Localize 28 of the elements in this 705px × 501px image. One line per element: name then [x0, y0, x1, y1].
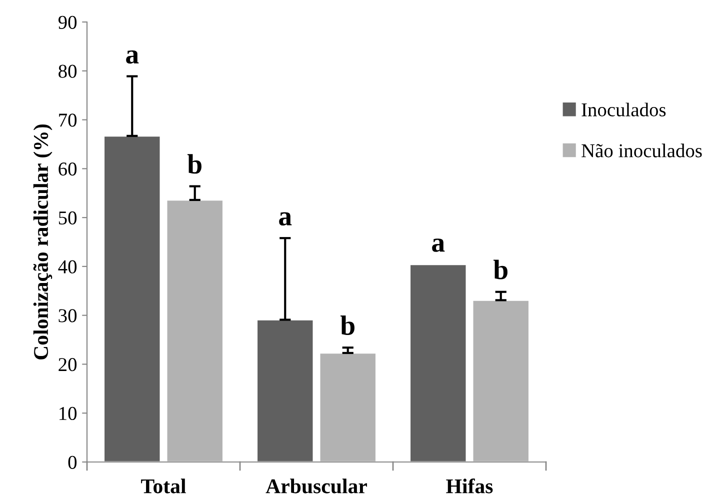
x-tick-label: Total: [141, 478, 186, 494]
bar: [256, 319, 314, 462]
y-tick-label: 30: [58, 309, 77, 322]
annotation: b: [493, 260, 508, 280]
y-tick-label: 50: [58, 211, 77, 224]
bar: [318, 352, 377, 462]
bar: [103, 135, 162, 462]
legend-label: Não inoculados: [582, 144, 702, 158]
y-tick-label: 70: [59, 114, 77, 127]
x-tick-label: Arbuscular: [266, 478, 367, 494]
annotation: b: [340, 315, 354, 336]
annotation: b: [187, 154, 202, 174]
y-tick-label: 20: [58, 358, 77, 372]
y-tick-label: 60: [58, 162, 77, 176]
bar: [409, 264, 468, 462]
y-tick-label: 0: [68, 456, 77, 469]
annotation: a: [126, 50, 139, 64]
bar: [472, 299, 530, 462]
annotation: a: [279, 212, 292, 226]
y-tick-label: 90: [58, 16, 77, 29]
bar: [166, 199, 224, 462]
y-axis-title: Colonização radicular (%): [33, 124, 52, 360]
x-tick-label: Hifas: [446, 478, 493, 494]
y-tick-label: 40: [58, 260, 77, 274]
y-tick-label: 10: [60, 406, 77, 420]
annotation: a: [432, 238, 445, 252]
y-tick-label: 80: [58, 64, 77, 78]
legend-label: Inoculados: [582, 102, 666, 116]
